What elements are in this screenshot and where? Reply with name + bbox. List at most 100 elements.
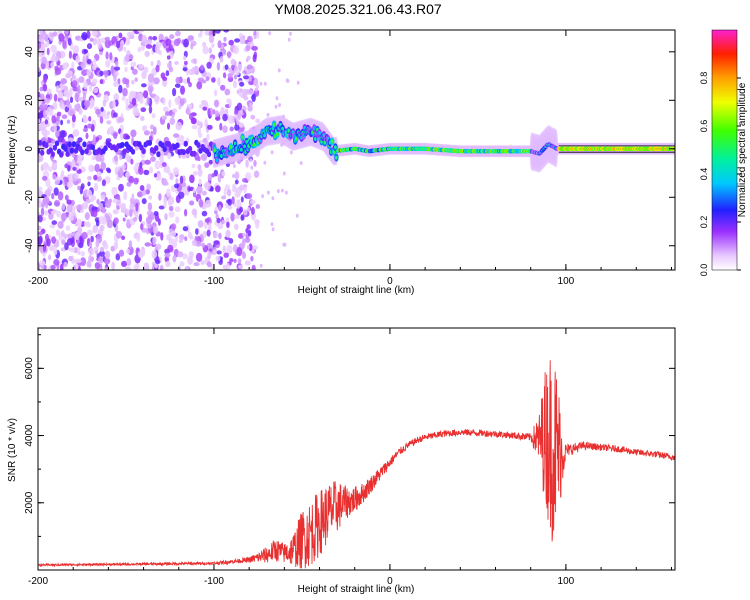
spectral-speck: [125, 98, 129, 106]
spectral-speck: [204, 162, 210, 168]
spectral-speck: [103, 242, 109, 250]
spectral-speck: [46, 47, 50, 56]
spectral-speck: [80, 183, 85, 190]
spectral-speck: [118, 183, 124, 192]
y-tick-label: -40: [24, 238, 35, 253]
spectral-cell: [229, 145, 233, 149]
spectral-speck: [165, 38, 172, 47]
spectral-speck: [123, 55, 130, 62]
spectral-speck: [200, 100, 208, 105]
spectral-speck: [48, 143, 53, 149]
spectral-speck: [238, 122, 245, 128]
spectral-speck: [74, 231, 80, 241]
spectral-speck: [38, 231, 43, 236]
spectral-speck: [130, 129, 137, 138]
spectral-speck: [172, 87, 177, 97]
snr-panel: -200 -100 0 100 2000 4000 6000 Height of strai…: [7, 327, 676, 595]
spectral-cell: [67, 141, 72, 148]
spectral-speck: [112, 209, 118, 215]
spectral-speck: [261, 194, 264, 199]
spectral-speck: [201, 210, 208, 217]
spectral-speck: [165, 260, 171, 267]
spectral-speck: [196, 81, 203, 90]
spectral-cell: [122, 148, 127, 155]
spectral-cell: [69, 147, 75, 154]
spectral-speck: [248, 243, 253, 252]
spectral-speck: [126, 218, 130, 226]
spectral-speck: [92, 78, 98, 85]
spectral-speck: [77, 250, 81, 256]
spectral-speck: [255, 118, 261, 124]
y-tick-label: -20: [24, 190, 35, 205]
spectral-speck: [41, 127, 48, 137]
spectral-speck: [255, 221, 260, 229]
spectral-speck: [191, 124, 198, 130]
spectral-cell: [38, 139, 43, 146]
spectral-speck: [114, 154, 118, 162]
spectral-speck: [68, 212, 75, 222]
spectral-speck: [254, 87, 258, 92]
spectral-speck: [139, 185, 145, 191]
spectral-speck: [107, 127, 114, 134]
spectral-speck: [66, 237, 74, 246]
spectral-speck: [245, 44, 251, 51]
spectral-speck: [52, 101, 58, 110]
spectral-speck: [178, 191, 185, 199]
spectral-speck: [201, 79, 207, 84]
spectral-speck: [252, 54, 257, 63]
spectral-speck: [51, 236, 56, 244]
spectral-speck: [105, 51, 109, 60]
spectral-speck: [113, 217, 119, 225]
spectral-speck: [143, 125, 148, 131]
spectral-speck: [150, 156, 156, 162]
spectral-speck: [153, 126, 157, 135]
spectral-speck: [103, 258, 111, 265]
spectral-speck: [216, 62, 221, 71]
spectral-speck: [227, 204, 233, 210]
spectral-speck: [86, 189, 93, 198]
spectral-speck: [160, 232, 164, 241]
spectral-speck: [40, 44, 45, 53]
spectral-speck: [207, 108, 211, 117]
spectral-speck: [38, 118, 41, 124]
spectral-speck: [38, 154, 44, 163]
spectral-speck: [93, 174, 98, 181]
spectral-speck: [80, 61, 87, 69]
spectral-speck: [172, 254, 177, 263]
spectral-speck: [100, 162, 107, 171]
spectral-speck: [234, 109, 239, 115]
spectral-speck: [85, 132, 89, 140]
spectral-speck: [134, 111, 141, 116]
spectral-speck: [92, 64, 97, 71]
spectral-speck: [66, 204, 73, 213]
spectral-speck: [145, 44, 153, 49]
spectral-speck: [143, 169, 150, 175]
spectral-speck: [171, 113, 175, 119]
spectral-speck: [221, 195, 227, 200]
spectral-cell: [130, 148, 136, 155]
spectral-speck: [77, 96, 84, 102]
spectral-speck: [59, 263, 64, 270]
spectral-speck: [184, 208, 188, 217]
spectral-speck: [88, 241, 93, 248]
spectral-speck: [175, 216, 180, 224]
spectral-speck: [86, 58, 92, 65]
spectral-speck: [62, 62, 68, 70]
x-tick-label: 0: [387, 576, 393, 587]
spectral-speck: [43, 110, 47, 117]
spectral-speck: [133, 165, 139, 172]
spectral-speck: [236, 247, 243, 257]
spectral-speck: [242, 178, 248, 183]
spectral-speck: [234, 179, 239, 185]
spectral-speck: [121, 235, 126, 240]
spectral-speck: [57, 191, 64, 201]
spectral-speck: [82, 92, 87, 100]
spectral-speck: [234, 171, 240, 180]
spectral-speck: [149, 81, 154, 86]
spectral-speck: [69, 96, 74, 104]
spectral-speck: [173, 38, 180, 47]
spectral-speck: [38, 225, 42, 231]
spectral-speck: [98, 250, 106, 257]
spectral-speck: [229, 126, 234, 132]
spectral-speck: [239, 88, 243, 93]
